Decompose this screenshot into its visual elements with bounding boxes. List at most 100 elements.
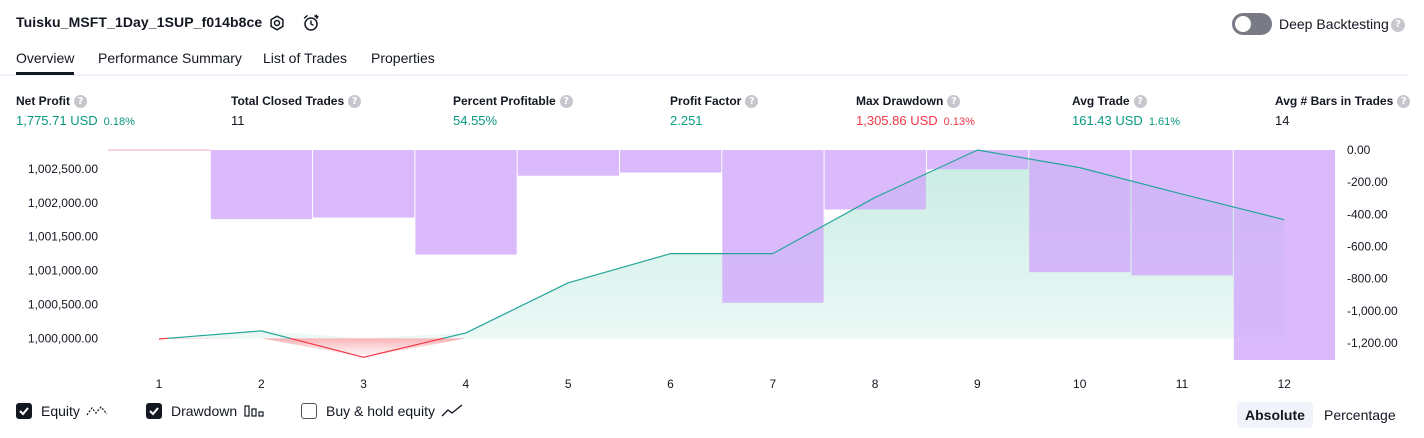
- tab-list-of-trades[interactable]: List of Trades: [263, 50, 348, 66]
- tab-performance-summary[interactable]: Performance Summary: [98, 50, 242, 66]
- settings-icon[interactable]: [267, 13, 287, 33]
- equity-line-icon: [86, 406, 108, 416]
- left-axis-tick-label: 1,001,500.00: [28, 230, 98, 244]
- tab-properties[interactable]: Properties: [371, 50, 435, 66]
- equity-line-segment: [290, 337, 364, 358]
- metric-label: Profit Factor: [670, 94, 742, 108]
- metric-label: Percent Profitable: [453, 94, 556, 108]
- drawdown-bar: [1131, 150, 1233, 276]
- drawdown-bar: [1029, 150, 1131, 273]
- right-axis-tick-label: -600.00: [1347, 239, 1388, 253]
- info-icon[interactable]: ?: [1397, 95, 1411, 109]
- drawdown-bar: [824, 150, 926, 210]
- buy-hold-line-icon: [441, 404, 463, 417]
- x-axis-tick-label: 4: [463, 377, 470, 391]
- toggle-knob: [1235, 16, 1251, 32]
- equity-line-segment: [261, 330, 291, 339]
- equity-line-segment: [874, 149, 978, 198]
- equity-line-segment: [465, 282, 569, 334]
- info-icon[interactable]: ?: [348, 95, 362, 109]
- x-axis-tick-label: 8: [872, 377, 879, 391]
- alarm-clock-add-icon[interactable]: [301, 13, 321, 33]
- right-axis-tick-label: -1,200.00: [1347, 336, 1398, 350]
- info-icon[interactable]: ?: [947, 95, 961, 109]
- drawdown-bar: [620, 150, 722, 173]
- equity-drawdown-chart: 1,002,500.00 1,002,000.00 1,001,500.00 1,00…: [28, 143, 1398, 391]
- left-axis-tick-label: 1,002,000.00: [28, 196, 98, 210]
- metric-avg-trade: Avg Trade? 161.43 USD 1.61%: [1072, 94, 1180, 128]
- left-axis-tick-label: 1,001,000.00: [28, 264, 98, 278]
- left-axis-tick-label: 1,000,500.00: [28, 297, 98, 311]
- metric-label: Net Profit: [16, 94, 70, 108]
- equity-line-segment: [1079, 167, 1183, 195]
- right-axis-tick-label: -800.00: [1347, 272, 1388, 286]
- legend-equity[interactable]: Equity: [16, 403, 108, 419]
- info-icon[interactable]: ?: [559, 95, 573, 109]
- metric-value: 11: [231, 113, 245, 129]
- metric-avg-bars-in-trades: Avg # Bars in Trades? 14: [1275, 94, 1411, 129]
- drawdown-bar: [722, 150, 824, 303]
- info-icon[interactable]: ?: [745, 95, 759, 109]
- strategy-title: Tuisku_MSFT_1Day_1SUP_f014b8ce: [16, 14, 263, 30]
- x-axis-tick-label: 5: [565, 377, 572, 391]
- deep-backtesting-label: Deep Backtesting: [1279, 16, 1389, 32]
- drawdown-bar: [415, 150, 517, 255]
- percentage-button[interactable]: Percentage: [1324, 407, 1396, 423]
- x-axis-tick-label: 9: [974, 377, 981, 391]
- drawdown-bars-icon: [244, 405, 264, 417]
- metric-value: 161.43 USD: [1072, 113, 1143, 129]
- right-axis-tick-label: -400.00: [1347, 207, 1388, 221]
- metric-net-profit: Net Profit? 1,775.71 USD 0.18%: [16, 94, 135, 128]
- info-icon[interactable]: ?: [74, 95, 87, 109]
- equity-line-segment: [568, 253, 671, 284]
- x-axis-tick-label: 10: [1073, 377, 1087, 391]
- tab-overview[interactable]: Overview: [16, 50, 75, 75]
- metric-label: Avg # Bars in Trades: [1275, 94, 1394, 108]
- metric-total-closed-trades: Total Closed Trades? 11: [231, 94, 362, 129]
- equity-line-segment: [363, 337, 444, 358]
- left-axis-tick-label: 1,000,000.00: [28, 331, 98, 345]
- legend-label: Drawdown: [171, 403, 238, 419]
- absolute-button[interactable]: Absolute: [1237, 402, 1313, 428]
- metric-profit-factor: Profit Factor? 2.251: [670, 94, 759, 129]
- equity-area-fill: [159, 150, 1285, 339]
- x-axis-tick-label: 7: [769, 377, 776, 391]
- drawdown-bar: [1233, 150, 1336, 360]
- buy-hold-checkbox[interactable]: [301, 403, 317, 419]
- equity-line-segment: [772, 196, 876, 255]
- right-axis-tick-label: -1,000.00: [1347, 304, 1398, 318]
- metric-value: 14: [1275, 113, 1290, 129]
- metric-percent: 0.13%: [943, 116, 975, 129]
- equity-checkbox[interactable]: [16, 403, 32, 419]
- drawdown-checkbox[interactable]: [146, 403, 162, 419]
- metric-label: Avg Trade: [1072, 94, 1130, 108]
- metric-value: 54.55%: [453, 113, 498, 129]
- right-axis-tick-label: 0.00: [1347, 143, 1371, 157]
- x-axis-tick-label: 3: [360, 377, 367, 391]
- legend-label: Buy & hold equity: [326, 403, 435, 419]
- tab-bar: Overview Performance Summary List of Tra…: [0, 48, 1408, 76]
- metric-value: 1,305.86 USD: [856, 113, 938, 129]
- metric-value: 2.251: [670, 113, 703, 129]
- deep-backtesting-info-icon[interactable]: ?: [1391, 18, 1405, 32]
- x-axis-tick-label: 1: [156, 377, 163, 391]
- equity-line-segment: [1181, 193, 1285, 221]
- metric-max-drawdown: Max Drawdown? 1,305.86 USD 0.13%: [856, 94, 975, 128]
- legend-drawdown[interactable]: Drawdown: [146, 403, 265, 419]
- metric-percent-profitable: Percent Profitable? 54.55%: [453, 94, 573, 128]
- legend-label: Equity: [41, 403, 80, 419]
- right-axis-tick-label: -200.00: [1347, 175, 1388, 189]
- x-axis-tick-label: 2: [258, 377, 265, 391]
- legend-buy-hold-equity[interactable]: Buy & hold equity: [301, 403, 463, 419]
- drawdown-bar: [313, 150, 415, 218]
- x-axis-tick-label: 12: [1278, 377, 1292, 391]
- x-axis-tick-label: 11: [1176, 377, 1189, 391]
- drawdown-bar: [517, 150, 619, 176]
- equity-line-segment: [443, 332, 467, 339]
- info-icon[interactable]: ?: [1133, 95, 1147, 109]
- left-axis-tick-label: 1,002,500.00: [28, 162, 98, 176]
- deep-backtesting-toggle[interactable]: [1232, 13, 1272, 35]
- metric-percent: 1.61%: [1148, 116, 1181, 129]
- metric-percent: 0.18%: [103, 116, 135, 129]
- drawdown-bar: [210, 150, 313, 220]
